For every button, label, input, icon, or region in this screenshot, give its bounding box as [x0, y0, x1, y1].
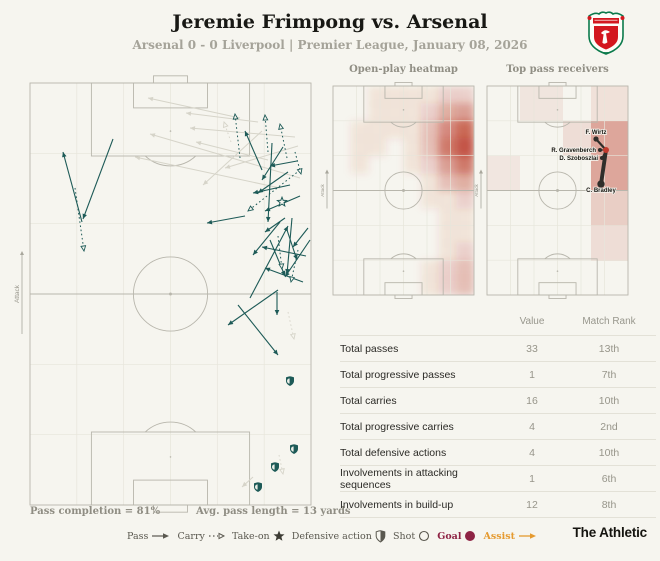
- stat-rank: 13th: [598, 342, 620, 355]
- legend-carry: Carry: [177, 530, 225, 542]
- value-column-header: Value: [519, 316, 545, 327]
- stat-rank: 10th: [598, 446, 620, 459]
- goal-dot-icon: [465, 531, 476, 541]
- carry-arrow-icon: [208, 532, 225, 540]
- assist-arrow-icon: [518, 533, 536, 539]
- pass-arrow-icon: [152, 533, 170, 539]
- stat-label: Total passes: [340, 342, 399, 355]
- takeon-star-icon: [273, 530, 285, 541]
- receiver-label: C. Bradley: [586, 188, 616, 194]
- page-title: Jeremie Frimpong vs. Arsenal: [172, 11, 488, 33]
- shot-legend-label: Shot: [392, 530, 416, 542]
- avg-pass-length-note: Avg. pass length = 13 yards: [196, 506, 351, 517]
- table-row: Involvements in attacking sequences 1 6th: [340, 465, 656, 492]
- receiver-label: F. Wirtz: [586, 130, 607, 136]
- assist-legend-label: Assist: [483, 530, 515, 542]
- stat-label: Total progressive carries: [340, 420, 454, 433]
- stat-value: 12: [526, 498, 538, 511]
- stat-value: 1: [529, 368, 535, 381]
- the-athletic-wordmark: The Athletic: [572, 525, 648, 540]
- marker-legend: Pass Carry Take-on Defensive action Shot…: [127, 527, 537, 545]
- legend-takeon: Take-on: [232, 530, 285, 542]
- takeon-legend-label: Take-on: [231, 530, 270, 542]
- stat-rank: 10th: [598, 394, 620, 407]
- pass-completion-note: Pass completion = 81%: [30, 506, 161, 517]
- defensive-shield-icon: [375, 529, 386, 543]
- pass-legend-label: Pass: [127, 530, 149, 542]
- svg-text:Attack: Attack: [320, 184, 325, 197]
- table-row: Total carries 16 10th: [340, 387, 656, 414]
- rank-column-header: Match Rank: [582, 316, 636, 327]
- table-row: Total passes 33 13th: [340, 335, 656, 362]
- stat-rank: 7th: [601, 368, 617, 381]
- stat-label: Total progressive passes: [340, 368, 456, 381]
- stat-value: 4: [529, 420, 535, 433]
- defensive-legend-label: Defensive action: [291, 530, 372, 542]
- stat-label: Involvements in build-up: [340, 498, 454, 511]
- table-row: Total progressive passes 1 7th: [340, 361, 656, 388]
- stat-rank: 2nd: [600, 420, 618, 433]
- legend-goal: Goal: [437, 530, 476, 542]
- stat-rank: 6th: [601, 472, 617, 485]
- goal-legend-label: Goal: [437, 530, 462, 542]
- svg-text:Attack: Attack: [474, 184, 479, 197]
- carry-legend-label: Carry: [177, 530, 205, 542]
- stat-value: 1: [529, 472, 535, 485]
- receiver-label: D. Szoboszlai: [559, 156, 598, 162]
- legend-pass: Pass: [127, 531, 170, 542]
- table-header-row: Value Match Rank: [340, 308, 656, 336]
- match-stats-table: Value Match Rank Total passes 33 13th Total…: [340, 308, 656, 518]
- table-row: Involvements in build-up 12 8th: [340, 491, 656, 518]
- stat-label: Total carries: [340, 394, 397, 407]
- svg-text:Attack: Attack: [14, 284, 21, 303]
- liverpool-crest-logo: [587, 11, 625, 55]
- stat-value: 16: [526, 394, 538, 407]
- receiver-label: R. Gravenberch: [551, 148, 596, 154]
- stat-value: 33: [526, 342, 538, 355]
- stat-label: Involvements in attacking sequences: [340, 466, 458, 491]
- legend-defensive-action: Defensive action: [291, 529, 386, 543]
- table-row: Total progressive carries 4 2nd: [340, 413, 656, 440]
- stat-label: Total defensive actions: [340, 446, 447, 459]
- legend-shot: Shot: [393, 530, 430, 542]
- match-subtitle: Arsenal 0 - 0 Liverpool | Premier League…: [132, 38, 528, 52]
- stat-rank: 8th: [601, 498, 617, 511]
- table-row: Total defensive actions 4 10th: [340, 439, 656, 466]
- heatmap-panel-title: Open-play heatmap: [349, 64, 458, 75]
- stat-value: 4: [529, 446, 535, 459]
- receivers-panel-title: Top pass receivers: [506, 64, 609, 75]
- legend-assist: Assist: [484, 531, 537, 542]
- shot-circle-icon: [419, 530, 430, 542]
